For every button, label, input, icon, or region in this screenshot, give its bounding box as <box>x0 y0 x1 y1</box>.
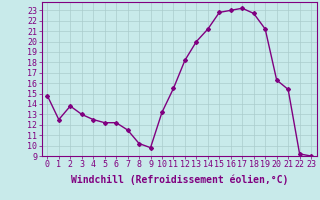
X-axis label: Windchill (Refroidissement éolien,°C): Windchill (Refroidissement éolien,°C) <box>70 175 288 185</box>
